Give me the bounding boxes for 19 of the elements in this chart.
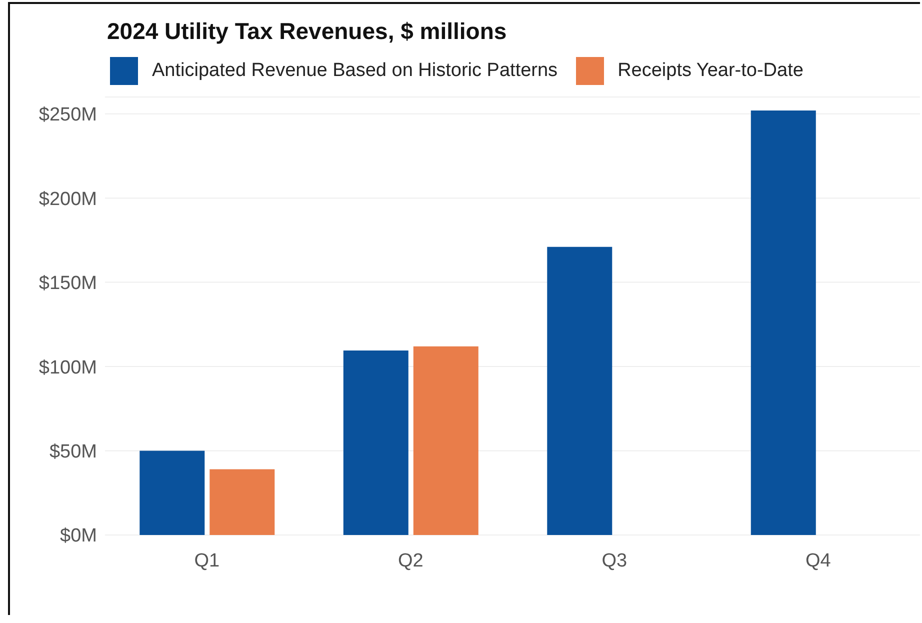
x-tick-label: Q1 xyxy=(194,550,220,572)
y-tick-label: $150M xyxy=(38,273,97,294)
y-tick-label: $250M xyxy=(38,104,97,126)
bar xyxy=(547,246,612,535)
y-tick-label: $100M xyxy=(38,357,97,378)
y-tick-label: $200M xyxy=(38,188,97,210)
y-tick-label: $50M xyxy=(49,442,97,463)
bar xyxy=(140,450,205,535)
y-tick-label: $0M xyxy=(60,526,97,547)
bar xyxy=(750,110,816,535)
x-tick-label: Q2 xyxy=(398,550,424,572)
x-tick-label: Q3 xyxy=(602,550,628,572)
legend-label: Anticipated Revenue Based on Historic Patterns xyxy=(152,60,558,82)
bar xyxy=(343,350,408,535)
x-tick-label: Q4 xyxy=(805,550,832,572)
chart-title: 2024 Utility Tax Revenues, $ millions xyxy=(106,17,508,45)
bar xyxy=(413,346,478,535)
bar xyxy=(210,469,275,535)
legend-label: Receipts Year-to-Date xyxy=(618,60,804,82)
